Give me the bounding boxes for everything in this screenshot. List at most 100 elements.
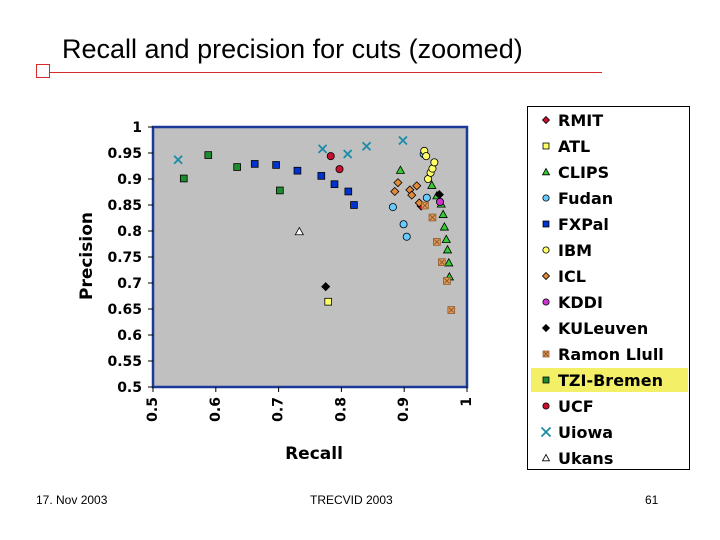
- data-point-fudan: [399, 220, 408, 229]
- legend-marker-ibm: [542, 246, 550, 254]
- legend-marker-kuleuven: [541, 323, 551, 333]
- y-tick-label: 0.9: [117, 172, 142, 188]
- legend-label-ukans: Ukans: [558, 449, 613, 468]
- legend-label-ibm: IBM: [558, 241, 592, 260]
- data-point-icl: [393, 178, 403, 188]
- legend-marker-ramon-llull: [542, 350, 550, 358]
- data-point-uiowa: [361, 141, 372, 151]
- x-tick-label: 0.9: [396, 397, 412, 422]
- legend-marker-uiowa: [540, 426, 552, 438]
- x-tick-label: 0.5: [145, 397, 161, 422]
- x-tick-label: 1: [459, 397, 475, 407]
- data-point-ramon-llull: [443, 277, 451, 285]
- data-point-fudan: [402, 232, 411, 241]
- legend-label-atl: ATL: [558, 137, 590, 156]
- data-point-clips: [395, 165, 406, 174]
- footer-page-number: 61: [645, 493, 659, 507]
- y-tick-label: 0.7: [117, 276, 142, 292]
- plot-area: [151, 125, 469, 389]
- data-point-ramon-llull: [428, 213, 437, 222]
- data-point-ramon-llull: [438, 258, 446, 266]
- footer-date: 17. Nov 2003: [36, 493, 108, 507]
- data-point-kuleuven: [434, 190, 444, 200]
- legend-marker-fudan: [542, 194, 550, 202]
- data-point-ibm: [422, 152, 431, 161]
- data-point-uiowa: [173, 155, 183, 165]
- y-axis-label: Precision: [77, 212, 97, 300]
- legend-label-rmit: RMIT: [558, 111, 603, 130]
- data-point-uiowa: [343, 149, 353, 159]
- data-point-ramon-llull: [433, 238, 441, 246]
- legend-marker-kddi: [542, 298, 550, 306]
- data-point-fxpal: [330, 180, 339, 189]
- legend-marker-fxpal: [542, 220, 550, 228]
- slide-title: Recall and precision for cuts (zoomed): [62, 34, 523, 64]
- legend-label-fudan: Fudan: [558, 189, 613, 208]
- legend-marker-tzi-bremen: [542, 376, 550, 384]
- data-point-clips: [441, 234, 451, 243]
- data-point-clips: [444, 257, 454, 267]
- x-tick-label: 0.7: [271, 397, 287, 422]
- legend-label-kddi: KDDI: [558, 293, 603, 312]
- x-tick-label: 0.6: [208, 397, 224, 422]
- data-point-fudan: [422, 193, 431, 202]
- data-point-clips: [438, 209, 448, 218]
- x-axis-label: Recall: [285, 444, 343, 464]
- data-point-kddi: [435, 197, 444, 206]
- y-tick-label: 1: [132, 120, 142, 136]
- legend-label-fxpal: FXPal: [558, 215, 609, 234]
- legend-label-tzi-bremen: TZI-Bremen: [558, 371, 663, 390]
- y-tick-label: 0.75: [107, 250, 142, 266]
- data-point-ramon-llull: [447, 306, 456, 314]
- data-point-fxpal: [350, 201, 358, 209]
- data-point-ramon-llull: [421, 201, 429, 210]
- x-tick-label: 0.8: [333, 397, 349, 422]
- data-point-fxpal: [293, 166, 302, 175]
- data-point-fudan: [388, 203, 397, 212]
- legend-label-clips: CLIPS: [558, 163, 609, 182]
- y-tick-label: 0.8: [117, 224, 142, 240]
- data-point-fxpal: [250, 160, 259, 168]
- data-point-clips: [427, 180, 437, 189]
- legend-label-ramon-llull: Ramon Llull: [558, 345, 664, 364]
- legend-label-uiowa: Uiowa: [558, 423, 613, 442]
- legend-marker-icl: [541, 271, 551, 281]
- legend-marker-ucf: [542, 402, 550, 410]
- data-point-icl: [390, 186, 400, 197]
- data-point-ukans: [294, 226, 305, 236]
- data-point-tzi-bremen: [276, 186, 284, 195]
- data-point-clips: [439, 222, 450, 231]
- data-point-ucf: [335, 165, 344, 174]
- data-point-ucf: [326, 152, 335, 161]
- y-tick-label: 0.85: [107, 198, 142, 214]
- data-point-tzi-bremen: [233, 163, 241, 171]
- y-tick-label: 0.95: [107, 146, 142, 162]
- legend-marker-atl: [542, 142, 550, 150]
- legend-highlight: [531, 368, 688, 392]
- footer-event: TRECVID 2003: [310, 493, 393, 507]
- legend-marker-clips: [541, 167, 551, 176]
- data-point-fxpal: [344, 187, 353, 196]
- data-point-icl: [407, 190, 417, 200]
- legend-label-icl: ICL: [558, 267, 586, 286]
- data-point-tzi-bremen: [204, 151, 213, 159]
- legend-marker-rmit: [541, 115, 551, 125]
- y-tick-label: 0.6: [117, 328, 142, 344]
- data-point-ibm: [430, 158, 439, 167]
- legend-label-kuleuven: KULeuven: [558, 319, 648, 338]
- data-point-tzi-bremen: [179, 174, 188, 183]
- data-point-kuleuven: [321, 282, 331, 292]
- legend-marker-ukans: [541, 453, 551, 462]
- data-point-fxpal: [317, 172, 326, 180]
- data-point-atl: [324, 297, 333, 306]
- title-bullet-square: [36, 64, 50, 78]
- data-point-clips: [442, 244, 453, 254]
- data-point-uiowa: [317, 144, 328, 154]
- y-tick-label: 0.55: [107, 354, 142, 370]
- data-point-uiowa: [398, 135, 408, 146]
- y-tick-label: 0.5: [117, 380, 142, 396]
- legend-label-ucf: UCF: [558, 397, 594, 416]
- y-tick-label: 0.65: [107, 302, 142, 318]
- legend-box: [527, 106, 690, 470]
